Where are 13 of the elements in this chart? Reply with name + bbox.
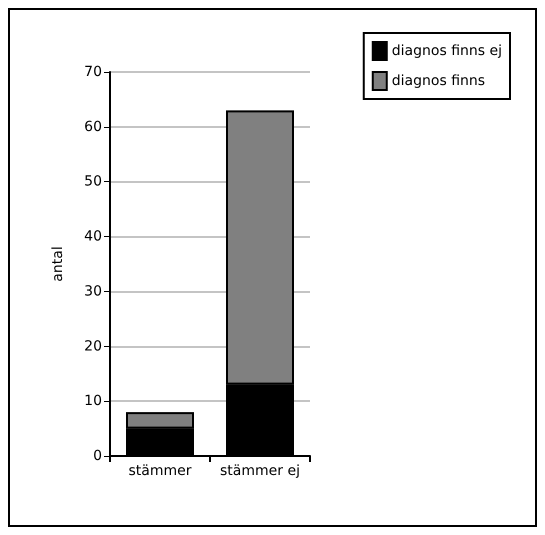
y-tick-label: 50 [84,174,102,190]
x-tick-label: stämmer [128,463,192,479]
y-axis-title: antal [50,246,66,282]
x-tick-label: stämmer ej [220,463,300,479]
legend-label: diagnos finns ej [392,43,502,59]
y-tick-label: 60 [84,118,102,135]
y-tick-label: 20 [84,338,102,354]
y-tick-label: 0 [93,448,102,464]
y-tick-label: 70 [84,64,102,80]
y-tick-label: 40 [84,228,102,245]
y-tick-label: 30 [84,283,102,300]
y-tick-label: 10 [84,393,102,410]
legend-label: diagnos finns [392,73,486,89]
